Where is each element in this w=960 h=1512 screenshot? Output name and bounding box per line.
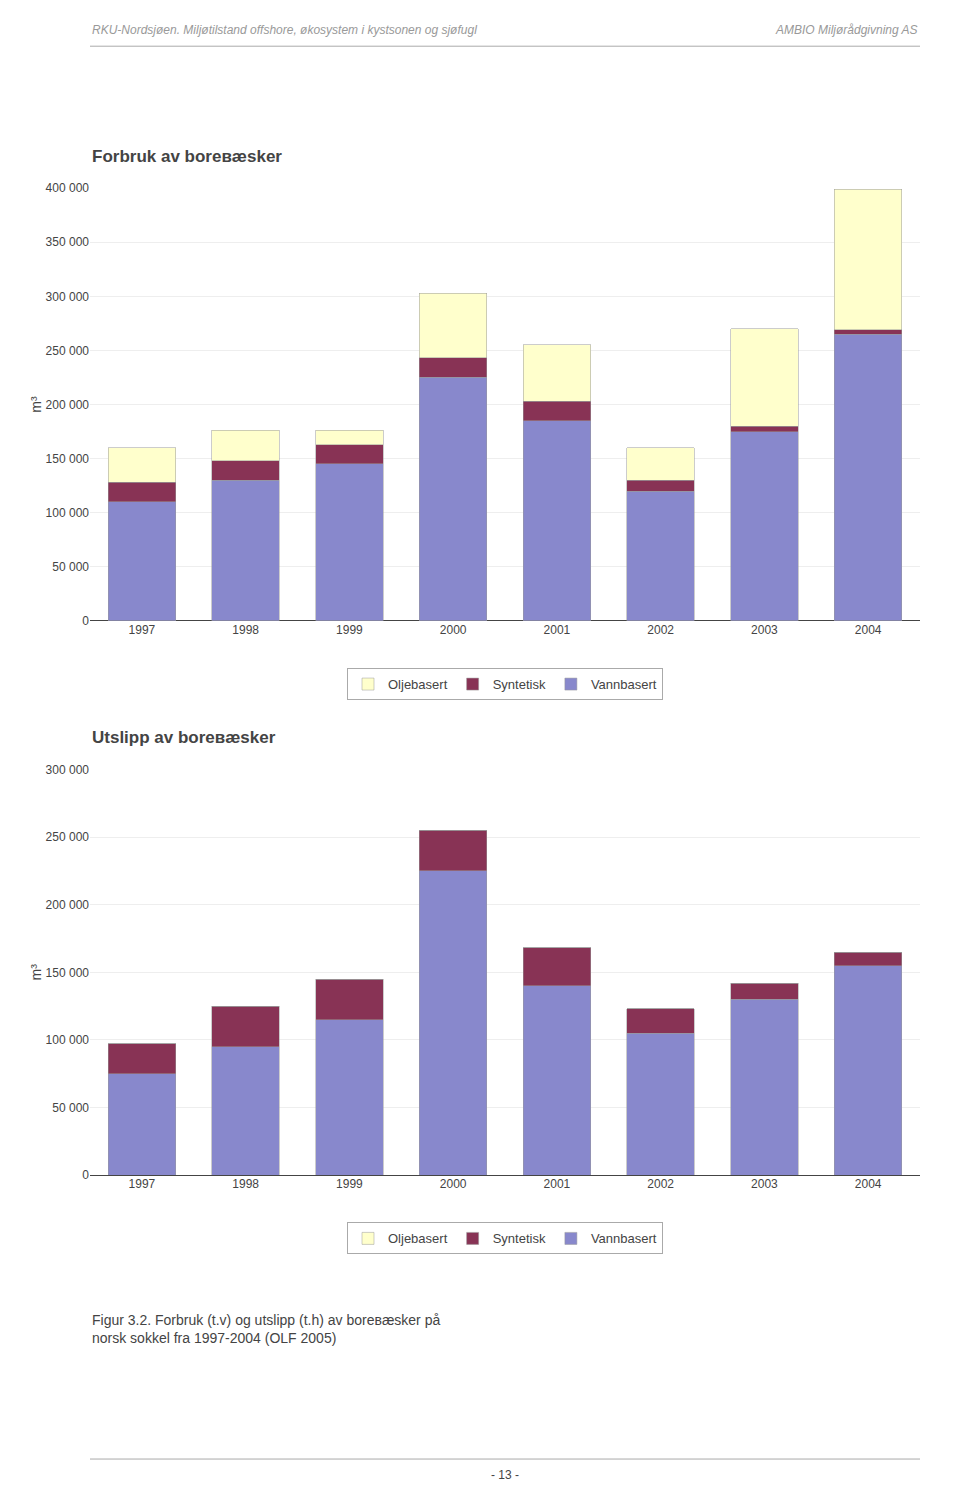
svg-text:50 000: 50 000 (52, 1101, 89, 1115)
svg-text:2000: 2000 (440, 623, 467, 637)
svg-text:100 000: 100 000 (46, 1033, 90, 1047)
svg-text:1998: 1998 (232, 1177, 259, 1191)
svg-text:250 000: 250 000 (46, 344, 90, 358)
svg-text:2002: 2002 (647, 1177, 674, 1191)
svg-text:RKU-Nordsjøen. Miljøtilstand o: RKU-Nordsjøen. Miljøtilstand offshore, ø… (92, 23, 477, 37)
svg-text:Oljebasert: Oljebasert (388, 1231, 448, 1246)
svg-text:1999: 1999 (336, 1177, 363, 1191)
svg-text:2001: 2001 (544, 1177, 571, 1191)
svg-text:Syntetisk: Syntetisk (493, 677, 546, 692)
svg-text:300 000: 300 000 (46, 763, 90, 777)
svg-text:2000: 2000 (440, 1177, 467, 1191)
svg-text:2002: 2002 (647, 623, 674, 637)
svg-text:200 000: 200 000 (46, 898, 90, 912)
svg-text:Figur 3.2. Forbruk (t.v) og ut: Figur 3.2. Forbruk (t.v) og utslipp (t.h… (92, 1312, 440, 1346)
svg-text:400 000: 400 000 (46, 181, 90, 195)
svg-text:- 13 -: - 13 - (491, 1468, 519, 1482)
svg-text:0: 0 (82, 614, 89, 628)
svg-text:2003: 2003 (751, 1177, 778, 1191)
svg-text:350 000: 350 000 (46, 235, 90, 249)
svg-text:1998: 1998 (232, 623, 259, 637)
svg-text:2001: 2001 (544, 623, 571, 637)
svg-text:AMBIO Miljørådgivning AS: AMBIO Miljørådgivning AS (775, 23, 918, 37)
svg-text:2004: 2004 (855, 1177, 882, 1191)
svg-text:1997: 1997 (129, 1177, 156, 1191)
svg-text:Syntetisk: Syntetisk (493, 1231, 546, 1246)
svg-text:Vannbasert: Vannbasert (591, 677, 657, 692)
svg-text:300 000: 300 000 (46, 290, 90, 304)
svg-text:200 000: 200 000 (46, 398, 90, 412)
svg-text:250 000: 250 000 (46, 830, 90, 844)
svg-text:1999: 1999 (336, 623, 363, 637)
svg-text:Utslipp av borевæsker: Utslipp av borевæsker (92, 728, 276, 747)
svg-text:2004: 2004 (855, 623, 882, 637)
svg-text:Oljebasert: Oljebasert (388, 677, 448, 692)
svg-text:m³: m³ (28, 396, 44, 413)
svg-text:100 000: 100 000 (46, 506, 90, 520)
svg-text:1997: 1997 (129, 623, 156, 637)
svg-text:Vannbasert: Vannbasert (591, 1231, 657, 1246)
svg-text:150 000: 150 000 (46, 452, 90, 466)
svg-text:2003: 2003 (751, 623, 778, 637)
svg-text:m³: m³ (28, 964, 44, 981)
svg-text:150 000: 150 000 (46, 966, 90, 980)
svg-text:0: 0 (82, 1168, 89, 1182)
svg-text:Forbruk av borевæsker: Forbruk av borевæsker (92, 147, 282, 166)
svg-text:50 000: 50 000 (52, 560, 89, 574)
